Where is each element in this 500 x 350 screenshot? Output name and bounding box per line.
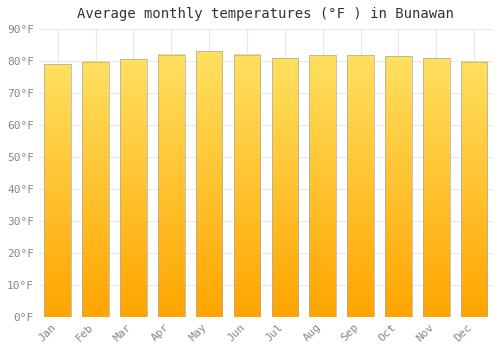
Bar bbox=[461, 62, 487, 317]
Bar bbox=[82, 62, 109, 317]
Bar bbox=[44, 64, 71, 317]
Bar bbox=[310, 55, 336, 317]
Bar bbox=[120, 60, 146, 317]
Title: Average monthly temperatures (°F ) in Bunawan: Average monthly temperatures (°F ) in Bu… bbox=[78, 7, 454, 21]
Bar bbox=[348, 55, 374, 317]
Bar bbox=[423, 58, 450, 317]
Bar bbox=[196, 51, 222, 317]
Bar bbox=[158, 55, 184, 317]
Bar bbox=[272, 58, 298, 317]
Bar bbox=[385, 56, 411, 317]
Bar bbox=[234, 55, 260, 317]
